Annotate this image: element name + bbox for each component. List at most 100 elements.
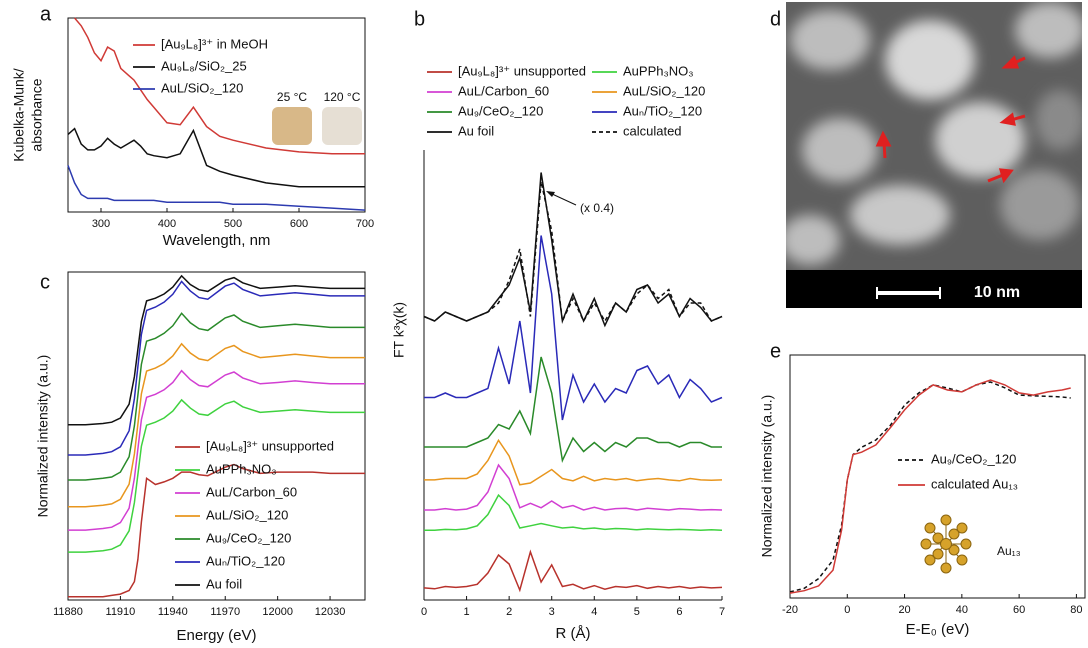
atom: [932, 532, 944, 544]
atom: [924, 522, 936, 534]
series-line: [424, 356, 722, 464]
micrograph: [786, 2, 1082, 270]
series-line: [74, 17, 365, 155]
atom: [920, 538, 932, 550]
legend-label: Au₉/CeO₂_120: [931, 451, 1016, 466]
x-tick-label: 500: [224, 218, 242, 230]
x-tick-label: 700: [356, 218, 374, 230]
y-axis-label: Normalized intensity (a.u.): [35, 355, 51, 518]
y-axis-label: FT k³χ(k): [391, 302, 407, 358]
x-tick-label: 40: [956, 604, 968, 616]
legend-label: Auₙ/TiO₂_120: [206, 553, 285, 568]
particle: [790, 10, 870, 70]
legend-label: Au foil: [206, 576, 242, 591]
photo-120c: [322, 107, 362, 145]
arrow-head: [875, 130, 892, 147]
series-line: [67, 165, 366, 211]
x-tick-label: 12030: [315, 606, 346, 618]
legend-label: Auₙ/TiO₂_120: [623, 103, 702, 118]
x-tick-label: 0: [421, 606, 427, 618]
arrow-head: [1001, 55, 1020, 69]
series-line: [68, 274, 365, 426]
legend-label: [Au₉L₈]³⁺ unsupported: [458, 63, 586, 78]
arrow-head: [998, 168, 1014, 184]
x-tick-label: 2: [506, 606, 512, 618]
series-line: [423, 181, 723, 324]
y-axis-label: Normalized intensity (a.u.): [759, 395, 775, 558]
legend-label: calculated Au₁₃: [931, 476, 1018, 491]
series-line: [67, 127, 365, 188]
series-line: [424, 493, 723, 532]
arrows: [875, 55, 1026, 184]
particle: [1000, 170, 1080, 240]
atom: [956, 522, 968, 534]
legend-label: AuPPh₃NO₃: [206, 461, 277, 476]
scale-bar-strip: [786, 270, 1082, 308]
x-axis-label: Wavelength, nm: [163, 232, 271, 249]
x-tick-label: 11970: [210, 606, 240, 618]
x-tick-label: 3: [549, 606, 555, 618]
legend-label: Au₉/CeO₂_120: [206, 530, 291, 545]
panel-label: c: [40, 271, 50, 293]
particle: [885, 20, 975, 100]
x-tick-label: 0: [844, 604, 850, 616]
y-axis-label: Kubelka-Munk/: [11, 68, 27, 161]
atom: [932, 548, 944, 560]
series-line: [68, 369, 365, 531]
x-tick-label: 5: [634, 606, 640, 618]
series-line: [424, 438, 723, 486]
series-line: [68, 280, 365, 456]
x-tick-label: 20: [898, 604, 910, 616]
x-tick-label: 60: [1013, 604, 1025, 616]
axes-frame: [67, 17, 366, 213]
legend-label: AuL/SiO₂_120: [623, 83, 705, 98]
series-line: [68, 463, 365, 598]
x-tick-label: 11910: [106, 606, 136, 618]
series-line: [68, 312, 365, 481]
x-axis-label: Energy (eV): [176, 627, 256, 644]
annotation: Au₁₃: [997, 544, 1021, 558]
arrow: [987, 173, 1004, 183]
photo-25c: [272, 107, 312, 145]
panel-label: a: [40, 3, 52, 25]
panel-label: e: [770, 340, 781, 362]
x-tick-label: 300: [92, 218, 110, 230]
particle: [802, 118, 878, 182]
series-line: [68, 342, 365, 508]
x-tick-label: 12000: [262, 606, 293, 618]
x-tick-label: 400: [158, 218, 176, 230]
annotation: (x 0.4): [580, 201, 614, 215]
x-tick-label: 80: [1070, 604, 1082, 616]
legend-label: [Au₉L₈]³⁺ unsupported: [206, 438, 334, 453]
atom: [924, 554, 936, 566]
series-line: [789, 381, 1071, 593]
atom: [940, 514, 952, 526]
series-line: [789, 379, 1071, 594]
series-line: [423, 172, 723, 328]
y-axis-label: absorbance: [29, 78, 45, 151]
particle: [1015, 2, 1082, 58]
series-line: [424, 463, 723, 511]
arrow-head: [999, 112, 1016, 126]
axes-frame: [789, 354, 1086, 599]
x-tick-label: -20: [782, 604, 798, 616]
atom: [960, 538, 972, 550]
legend-label: Au₉/CeO₂_120: [458, 103, 543, 118]
panel-label: d: [770, 8, 781, 30]
atom: [948, 528, 960, 540]
legend-label: AuL/SiO₂_120: [206, 507, 288, 522]
annotation: 25 °C: [277, 90, 307, 104]
legend-label: AuL/Carbon_60: [206, 484, 297, 499]
x-tick-label: 600: [290, 218, 308, 230]
scale-bar-label: 10 nm: [974, 284, 1020, 301]
series-line: [68, 398, 365, 553]
atom: [940, 562, 952, 574]
axes-frame: [67, 271, 366, 601]
atom: [956, 554, 968, 566]
annotation-arrow: [549, 192, 577, 206]
x-axis-label: R (Å): [556, 625, 591, 642]
legend-label: AuL/Carbon_60: [458, 83, 549, 98]
x-tick-label: 7: [719, 606, 725, 618]
legend-label: calculated: [623, 123, 682, 138]
